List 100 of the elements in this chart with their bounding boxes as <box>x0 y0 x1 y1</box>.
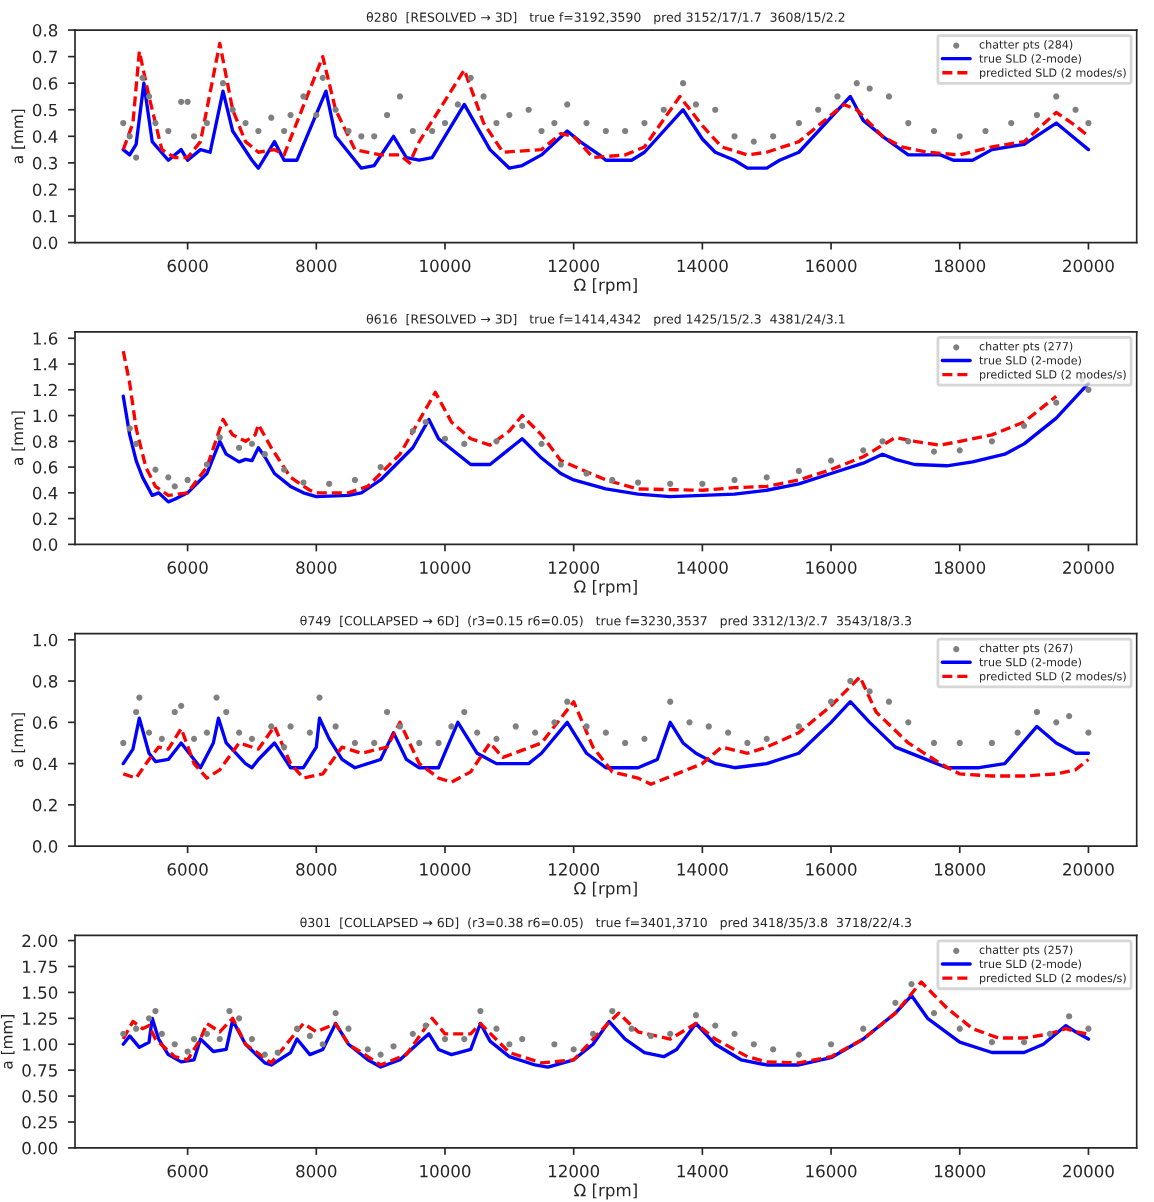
point <box>422 418 429 426</box>
point <box>551 719 558 726</box>
y-tick-label: 1.00 <box>23 1038 58 1051</box>
point <box>248 1035 256 1043</box>
point <box>306 729 313 736</box>
point <box>866 688 873 695</box>
point <box>795 723 802 730</box>
point <box>557 461 564 468</box>
point <box>885 698 893 705</box>
point <box>268 723 275 730</box>
point <box>120 1030 127 1037</box>
point <box>699 480 706 487</box>
x-tick-label: 10000 <box>420 1164 471 1178</box>
point <box>461 440 468 447</box>
point <box>1020 422 1028 429</box>
point <box>226 1007 233 1015</box>
point <box>165 474 172 481</box>
point <box>1046 1030 1053 1037</box>
point <box>725 729 732 736</box>
x-tick-label: 10000 <box>420 259 471 273</box>
point <box>1033 708 1041 716</box>
x-tick-label: 8000 <box>296 863 337 876</box>
point <box>223 708 230 716</box>
point <box>686 719 693 726</box>
point <box>364 1046 371 1053</box>
y-tick-label: 1.0 <box>33 633 58 647</box>
point <box>409 1030 416 1037</box>
x-tick-label: 12000 <box>549 561 600 574</box>
point <box>319 1041 326 1048</box>
point <box>332 1010 339 1017</box>
point <box>647 1032 654 1040</box>
point <box>956 1025 963 1032</box>
line-series <box>121 700 1091 770</box>
y-tick-label: 0.00 <box>22 1141 58 1155</box>
point <box>667 480 674 487</box>
point <box>583 470 590 477</box>
y-tick-label: 0.5 <box>32 103 57 117</box>
y-tick-label: 0.4 <box>32 757 58 771</box>
point <box>351 476 359 484</box>
point <box>667 1030 674 1037</box>
point <box>390 1043 397 1050</box>
point <box>261 1051 268 1058</box>
x-tick-label: 14000 <box>677 561 728 574</box>
point <box>203 461 211 468</box>
point <box>306 1032 313 1040</box>
point <box>564 698 571 705</box>
point <box>158 1030 165 1037</box>
point <box>930 1010 938 1017</box>
y-tick-label: 0.25 <box>22 1115 57 1129</box>
point <box>396 723 404 730</box>
point <box>795 467 802 475</box>
y-tick-label: 0.2 <box>32 798 57 812</box>
point <box>1066 713 1073 720</box>
y-tick-label: 0.0 <box>32 840 58 853</box>
x-tick-label: 18000 <box>935 259 986 273</box>
point <box>190 1035 198 1043</box>
point <box>609 1007 616 1015</box>
point <box>847 677 854 685</box>
y-tick-label: 0.2 <box>32 183 57 197</box>
point <box>506 1041 513 1048</box>
point <box>152 466 159 473</box>
point <box>281 743 288 751</box>
x-tick-label: 20000 <box>1063 1164 1114 1178</box>
point <box>930 739 938 747</box>
point <box>1014 729 1021 736</box>
point <box>152 1007 159 1015</box>
point <box>763 474 770 481</box>
point <box>750 1041 757 1048</box>
x-axis-title: Ω [rpm] <box>574 579 637 597</box>
point <box>795 1051 802 1058</box>
y-tick-label: 0.0 <box>32 236 58 250</box>
x-tick-label: 20000 <box>1063 863 1114 876</box>
point <box>326 480 333 487</box>
y-tick-label: 0.0 <box>32 538 58 551</box>
point <box>248 735 256 742</box>
point <box>493 735 500 742</box>
x-tick-label: 6000 <box>167 1164 208 1178</box>
point <box>879 438 886 445</box>
point <box>145 1015 153 1022</box>
point <box>628 1025 635 1032</box>
y-tick-label: 1.6 <box>33 332 58 345</box>
point <box>860 1025 867 1032</box>
point <box>956 739 963 747</box>
y-tick-label: 0.6 <box>32 77 58 90</box>
point <box>930 448 938 455</box>
point <box>1020 1039 1028 1046</box>
point <box>422 1022 429 1029</box>
x-axis-title: Ω [rpm] <box>574 1183 637 1200</box>
point <box>1053 399 1060 406</box>
point <box>461 708 468 716</box>
point <box>988 1039 996 1046</box>
point <box>248 440 256 447</box>
point <box>519 422 526 429</box>
point <box>827 1041 835 1048</box>
line-series <box>121 993 1091 1069</box>
x-tick-label: 6000 <box>167 259 208 273</box>
point <box>235 1015 243 1022</box>
point <box>184 1048 191 1055</box>
point <box>570 1046 577 1053</box>
x-axis-title: Ω [rpm] <box>574 881 637 898</box>
